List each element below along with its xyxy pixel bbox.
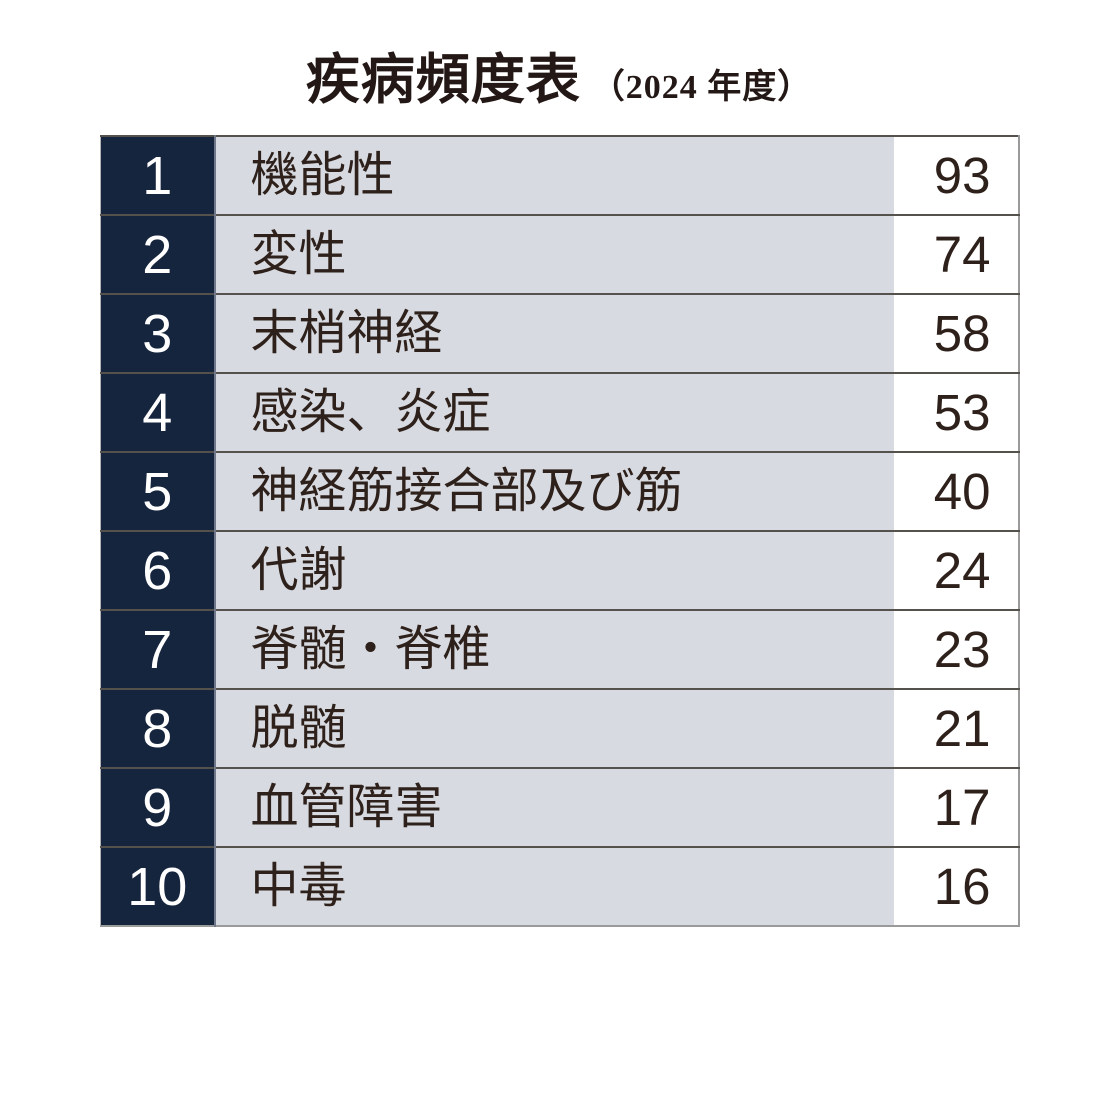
table-row: 2 変性 74 <box>100 214 1019 294</box>
rank-cell: 8 <box>100 688 216 768</box>
count-cell: 93 <box>893 136 1019 215</box>
count-cell: 74 <box>893 214 1019 294</box>
title-main: 疾病頻度表 <box>305 50 581 110</box>
rank-cell: 9 <box>100 767 216 847</box>
table-row: 8 脱髄 21 <box>100 688 1019 768</box>
category-cell: 中毒 <box>214 846 894 926</box>
title-year: （2024 年度） <box>590 69 813 106</box>
rank-cell: 3 <box>100 293 216 373</box>
category-cell: 末梢神経 <box>214 293 894 373</box>
count-cell: 16 <box>893 846 1019 926</box>
table-row: 4 感染、炎症 53 <box>100 372 1019 452</box>
table-row: 10 中毒 16 <box>100 846 1019 926</box>
count-cell: 17 <box>893 767 1019 847</box>
count-cell: 21 <box>893 688 1019 768</box>
count-cell: 24 <box>893 530 1019 610</box>
rank-cell: 6 <box>100 530 216 610</box>
rank-cell: 2 <box>100 214 216 294</box>
rank-cell: 4 <box>100 372 216 452</box>
rank-cell: 7 <box>100 609 216 689</box>
table-row: 1 機能性 93 <box>100 136 1019 215</box>
category-cell: 感染、炎症 <box>214 372 894 452</box>
rank-cell: 5 <box>100 451 216 531</box>
page-title: 疾病頻度表 （2024 年度） <box>100 50 1018 110</box>
table-body: 1 機能性 93 2 変性 74 3 末梢神経 58 4 感染、炎症 53 5 … <box>100 136 1019 926</box>
count-cell: 23 <box>893 609 1019 689</box>
table-row: 3 末梢神経 58 <box>100 293 1019 373</box>
count-cell: 58 <box>893 293 1019 373</box>
disease-frequency-table: 1 機能性 93 2 変性 74 3 末梢神経 58 4 感染、炎症 53 5 … <box>100 135 1020 927</box>
category-cell: 脊髄・脊椎 <box>214 609 894 689</box>
category-cell: 神経筋接合部及び筋 <box>214 451 894 531</box>
rank-cell: 1 <box>100 136 216 215</box>
category-cell: 機能性 <box>214 136 894 215</box>
category-cell: 脱髄 <box>214 688 894 768</box>
count-cell: 53 <box>893 372 1019 452</box>
table-row: 5 神経筋接合部及び筋 40 <box>100 451 1019 531</box>
category-cell: 代謝 <box>214 530 894 610</box>
table-row: 7 脊髄・脊椎 23 <box>100 609 1019 689</box>
table-row: 6 代謝 24 <box>100 530 1019 610</box>
table-row: 9 血管障害 17 <box>100 767 1019 847</box>
category-cell: 変性 <box>214 214 894 294</box>
count-cell: 40 <box>893 451 1019 531</box>
category-cell: 血管障害 <box>214 767 894 847</box>
rank-cell: 10 <box>100 846 216 926</box>
